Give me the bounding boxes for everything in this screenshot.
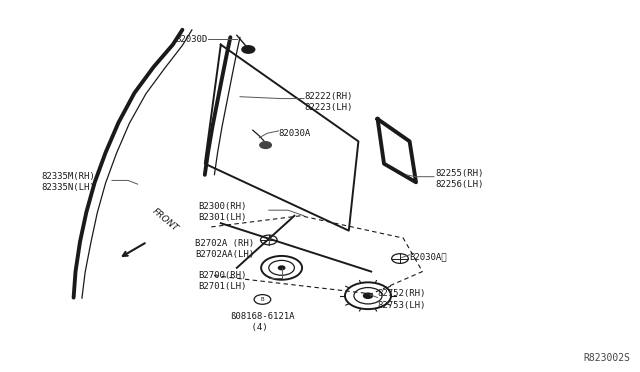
Text: 82222(RH)
82223(LH): 82222(RH) 82223(LH) — [304, 92, 353, 112]
Text: B: B — [260, 297, 264, 302]
Text: 82255(RH)
82256(LH): 82255(RH) 82256(LH) — [435, 169, 484, 189]
Text: ß08168-6121A
    (4): ß08168-6121A (4) — [230, 312, 295, 332]
Circle shape — [364, 293, 372, 298]
Text: B2030A②: B2030A② — [410, 252, 447, 261]
Text: 82335M(RH)
82335N(LH): 82335M(RH) 82335N(LH) — [42, 172, 95, 192]
Text: 82030A: 82030A — [278, 129, 310, 138]
Text: 82752(RH)
82753(LH): 82752(RH) 82753(LH) — [378, 289, 426, 310]
Text: FRONT: FRONT — [150, 207, 180, 234]
Text: B2300(RH)
B2301(LH): B2300(RH) B2301(LH) — [198, 202, 247, 222]
Text: B2702A (RH)
B2702AA(LH): B2702A (RH) B2702AA(LH) — [195, 239, 254, 259]
Text: B2700(RH)
B2701(LH): B2700(RH) B2701(LH) — [198, 271, 247, 291]
Text: R823002S: R823002S — [584, 353, 630, 363]
Circle shape — [278, 266, 285, 270]
Text: 82030D: 82030D — [176, 35, 208, 44]
Circle shape — [242, 46, 255, 53]
Circle shape — [260, 142, 271, 148]
